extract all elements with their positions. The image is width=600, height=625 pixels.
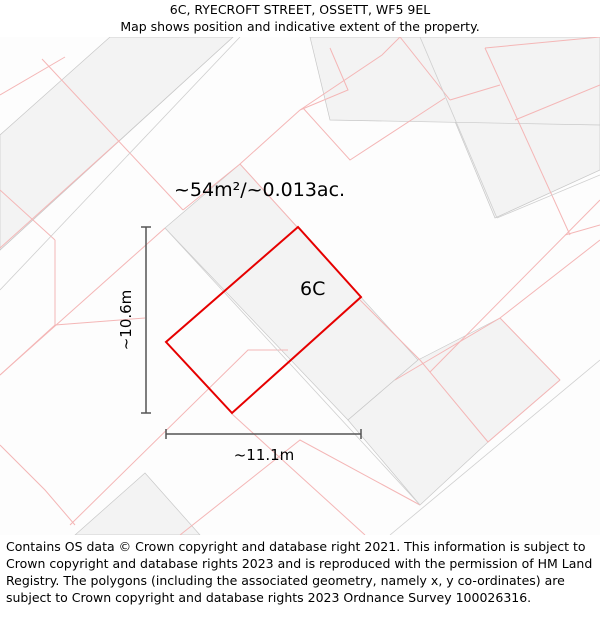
building-footprints [0, 37, 600, 535]
road-edges [0, 37, 600, 535]
height-measure [141, 226, 151, 414]
attribution-footer: Contains OS data © Crown copyright and d… [6, 539, 593, 605]
plot-outline[interactable] [164, 225, 363, 415]
parcel-boundaries [0, 37, 600, 535]
area-label: ~54m²/~0.013ac. [174, 179, 345, 201]
property-address: 6C, RYECROFT STREET, OSSETT, WF5 9EL [169, 2, 431, 17]
height-dimension-label: ~10.6m [117, 290, 135, 351]
plot-label: 6C [300, 278, 325, 300]
property-map[interactable]: ~54m²/~0.013ac. 6C ~10.6m ~11.1m [0, 37, 600, 535]
width-measure [165, 429, 362, 439]
map-header: 6C, RYECROFT STREET, OSSETT, WF5 9EL Map… [0, 0, 600, 38]
map-subtitle: Map shows position and indicative extent… [120, 19, 480, 34]
width-dimension-label: ~11.1m [234, 446, 295, 464]
